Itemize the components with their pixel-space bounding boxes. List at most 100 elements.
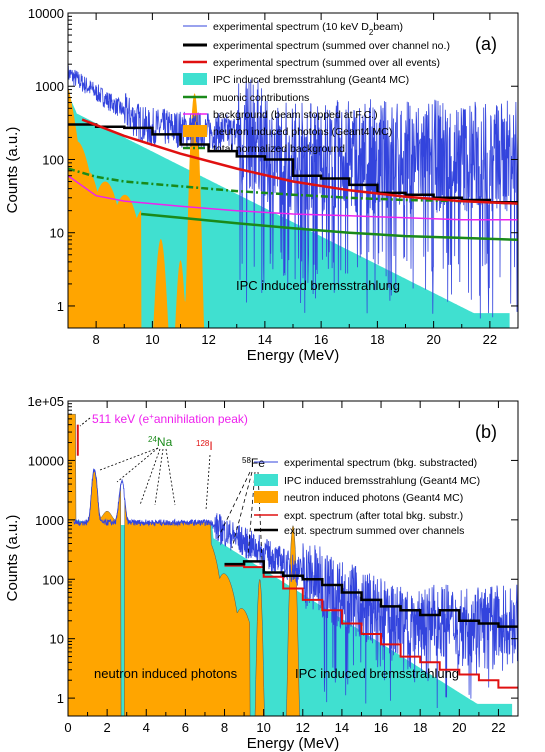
x-tick-label: 12	[296, 720, 310, 735]
panel-a: 8 10 12 14 16 18 20 22 1 10 100 1000 10000 (a) IPC i…	[4, 6, 519, 364]
legend-label: expt. spectrum summed over channels	[284, 525, 464, 537]
legend-label: experimental spectrum (bkg. substracted)	[284, 457, 477, 469]
x-tick-label: 12	[201, 332, 215, 347]
x-tick-label: 18	[413, 720, 427, 735]
series-line	[140, 212, 518, 242]
series-line	[68, 175, 518, 221]
legend-label: total normalized background	[213, 143, 345, 155]
na24-label: 24Na	[148, 435, 173, 450]
fe58-annotation: 58Fe	[217, 456, 265, 561]
legend-item: expt. spectrum summed over channels	[254, 525, 464, 537]
legend-item: total normalized background	[183, 143, 345, 155]
x-tick-label: 8	[221, 720, 228, 735]
experimental-spectrum-line	[68, 65, 518, 319]
fe58-label: 58Fe	[242, 456, 265, 471]
series-line	[224, 564, 518, 689]
legend: experimental spectrum (bkg. substracted)…	[254, 457, 480, 537]
annotation-arrow	[116, 447, 159, 483]
y-tick-label: 10	[50, 632, 64, 647]
panel-b: 0 2 4 6 8 10 12 14 16 18 20 221101001000100001e+05 …	[4, 394, 519, 752]
y-tick-label: 1	[57, 299, 64, 314]
y-tick-label: 10000	[28, 453, 64, 468]
x-tick-label: 18	[370, 332, 384, 347]
annotation-arrow	[165, 448, 176, 506]
legend-label: experimental spectrum (10 keV D2beam)	[213, 21, 403, 37]
panel-a-series	[68, 118, 518, 242]
legend-label: neutron induced photons (Geant4 MC)	[284, 492, 463, 504]
annotation-arrow	[79, 417, 91, 427]
i128-annotation: 128I	[196, 439, 213, 511]
panel-a-ticks: 8 10 12 14 16 18 20 22 1 10 100 1000 10000	[28, 6, 519, 347]
legend-label: experimental spectrum (summed over all e…	[213, 57, 440, 69]
legend-label: experimental spectrum (summed over chann…	[213, 40, 450, 52]
legend-label: IPC induced bremsstrahlung (Geant4 MC)	[284, 475, 480, 487]
y-axis-label: Counts (a.u.)	[4, 127, 21, 214]
y-tick-label: 100	[42, 152, 64, 167]
legend-item: IPC induced bremsstrahlung (Geant4 MC)	[183, 73, 409, 86]
y-tick-label: 10	[50, 226, 64, 241]
x-tick-label: 0	[64, 720, 71, 735]
na24-annotation: 24Na	[99, 435, 176, 506]
legend-item: experimental spectrum (bkg. substracted)	[254, 457, 477, 469]
legend-item: background (beam stopped at F.C.)	[183, 109, 378, 121]
legend-swatch	[183, 73, 207, 85]
plot-frame	[67, 400, 519, 717]
y-tick-label: 1000	[35, 513, 64, 528]
legend-swatch	[183, 125, 207, 137]
x-tick-label: 16	[314, 332, 328, 347]
legend-item: muonic contributions	[183, 92, 309, 104]
x-tick-label: 10	[145, 332, 159, 347]
legend-label: background (beam stopped at F.C.)	[213, 109, 378, 121]
x-tick-label: 2	[104, 720, 111, 735]
legend-item: experimental spectrum (summed over chann…	[183, 40, 450, 52]
series-line	[224, 560, 518, 628]
ipc-region-label: IPC induced bremsstrahlung	[236, 278, 400, 293]
y-tick-label: 1e+05	[27, 394, 64, 409]
legend-item: neutron induced photons (Geant4 MC)	[254, 491, 463, 504]
neutron-photons-fill	[68, 86, 205, 328]
legend-item: experimental spectrum (summed over all e…	[183, 57, 440, 69]
y-tick-label: 1000	[35, 79, 64, 94]
x-tick-label: 22	[491, 720, 505, 735]
x-tick-label: 6	[182, 720, 189, 735]
x-tick-label: 20	[426, 332, 440, 347]
annotation-arrow	[154, 448, 164, 506]
panel-b-ticks: 0 2 4 6 8 10 12 14 16 18 20 22 1 10 100 1000 10000 1e+05	[27, 394, 519, 735]
x-tick-label: 14	[335, 720, 349, 735]
annotation-arrow	[139, 448, 161, 506]
legend-item: IPC induced bremsstrahlung (Geant4 MC)	[254, 474, 480, 487]
annotation-arrow	[205, 454, 211, 511]
neutron-region-label: neutron induced photons	[94, 666, 238, 681]
ipc-region-label: IPC induced bremsstrahlung	[295, 666, 459, 681]
legend-label: muonic contributions	[213, 92, 309, 104]
annihilation-annotation: 511 keV (e+annihilation peak)	[79, 412, 248, 427]
x-tick-label: 20	[452, 720, 466, 735]
y-tick-label: 1	[57, 691, 64, 706]
x-axis-label: Energy (MeV)	[247, 735, 340, 752]
legend-item: experimental spectrum (10 keV D2beam)	[183, 21, 403, 37]
annihilation-label: 511 keV (e+annihilation peak)	[92, 412, 248, 427]
x-tick-label: 8	[93, 332, 100, 347]
y-axis-label: Counts (a.u.)	[4, 515, 21, 602]
legend-label: IPC induced bremsstrahlung (Geant4 MC)	[213, 74, 409, 86]
legend-label: neutron induced photons (Geant4 MC)	[213, 126, 392, 138]
legend-label: expt. spectrum (after total bkg. substr.…	[284, 510, 463, 522]
series-line	[81, 118, 518, 205]
annotation-arrow	[231, 471, 253, 549]
experimental-spectrum-line	[73, 468, 518, 709]
annotation-arrow	[99, 447, 159, 471]
i128-label: 128I	[196, 439, 213, 454]
x-tick-label: 16	[374, 720, 388, 735]
x-tick-label: 4	[143, 720, 150, 735]
legend-swatch	[254, 491, 278, 503]
x-tick-label: 14	[258, 332, 272, 347]
series-line	[68, 123, 518, 204]
annotation-arrow	[257, 471, 263, 561]
panel-b-series	[76, 424, 518, 689]
annotation-arrow	[217, 471, 251, 539]
legend: experimental spectrum (10 keV D2beam) ex…	[183, 21, 450, 155]
legend-swatch	[254, 474, 278, 486]
y-tick-label: 100	[42, 572, 64, 587]
panel-label: (b)	[475, 422, 497, 442]
